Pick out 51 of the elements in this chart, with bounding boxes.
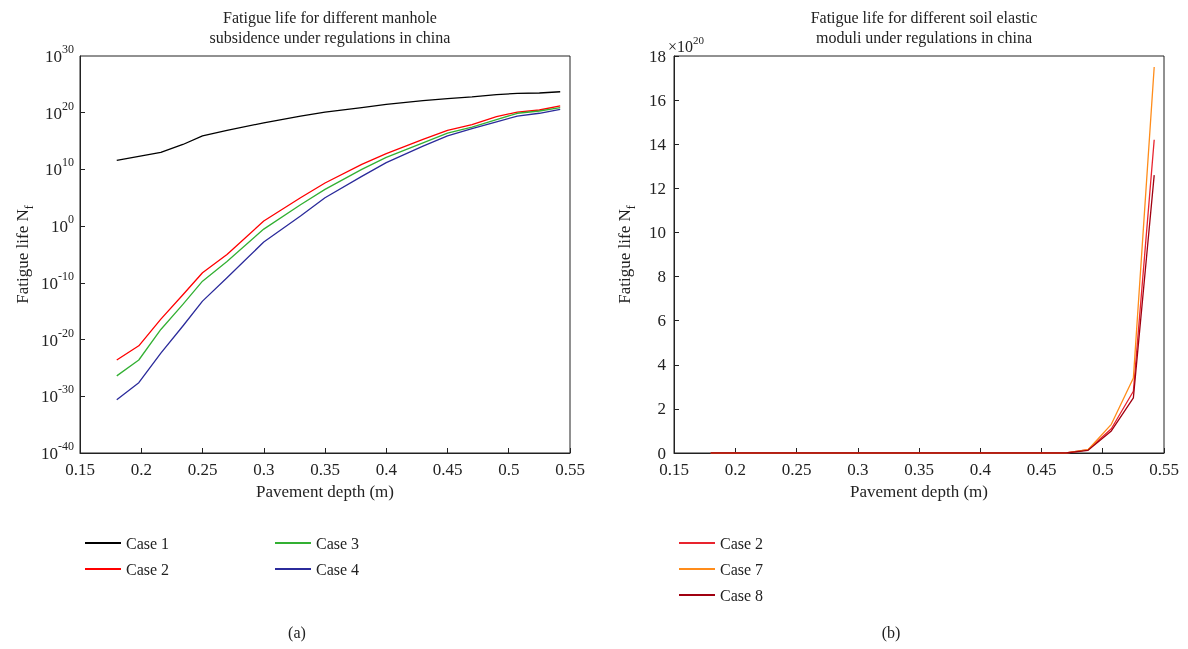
x-tick-label: 0.5 [1092,460,1114,479]
text: (b) [881,623,901,642]
legend-label: Case 7 [720,560,764,578]
y-tick-label: 0 [657,443,666,463]
y-tick-label: 4 [657,355,667,375]
legend-label: Case 2 [720,534,764,552]
legend-label: Case 1 [126,534,170,552]
legend-label: Case 4 [316,560,360,578]
y-tick-label: 10$^{20}$ [45,98,74,123]
legend-label: Case 3 [316,534,360,552]
x-tick-label: 0.15 [659,460,689,479]
y-tick-label: 10$^{-20}$ [41,325,74,350]
text: (a) [288,623,306,642]
x-tick-label: 0.55 [555,460,585,479]
x-tick-label: 0.4 [969,460,992,479]
x-tick-label: 0.3 [253,460,275,479]
x-tick-label: 0.45 [1026,460,1057,479]
x-tick-label: 0.3 [847,460,869,479]
y-tick-label: 18 [649,46,666,66]
x-tick-label: 0.4 [375,460,398,479]
y-tick-label: 8 [657,267,666,287]
x-tick-label: 0.25 [781,460,812,479]
legend-label: Case 2 [126,560,170,578]
chart-title: Fatigue life for different manhole subsidence under regulations in china [209,8,451,47]
x-tick-label: 0.2 [724,460,746,479]
x-tick-label: 0.15 [65,460,95,479]
y-tick-label: 12 [649,178,666,198]
x-tick-label: 0.35 [310,460,340,479]
y-tick-label: 10$^{-30}$ [41,382,74,406]
y-tick-label: 10$^{-10}$ [41,268,74,293]
y-tick-label: 6 [657,311,666,331]
text: ×10$^{20}$ [668,34,705,55]
line-series [116,91,561,161]
y-tick-label: 10 [649,222,666,242]
x-axis-title: Pavement depth (m) [256,482,394,501]
y-tick-label: 10$^{-40}$ [41,439,74,463]
x-axis-title: Pavement depth (m) [850,482,988,501]
y-tick-label: 14 [649,134,667,154]
x-tick-label: 0.45 [432,460,463,479]
y-tick-label: 2 [657,399,666,419]
legend-label: Case 8 [720,586,764,604]
x-tick-label: 0.2 [130,460,152,479]
y-tick-label: 16 [649,90,666,110]
x-tick-label: 0.55 [1149,460,1179,479]
x-tick-label: 0.5 [498,460,520,479]
y-tick-label: 10$^{30}$ [45,42,74,66]
y-tick-label: 10$^{0}$ [51,212,74,236]
chart-title: Fatigue life for different soil elastic moduli under regulations in china [810,8,1038,47]
y-tick-label: 10$^{10}$ [45,155,74,179]
x-tick-label: 0.25 [187,460,218,479]
x-tick-label: 0.35 [904,460,934,479]
